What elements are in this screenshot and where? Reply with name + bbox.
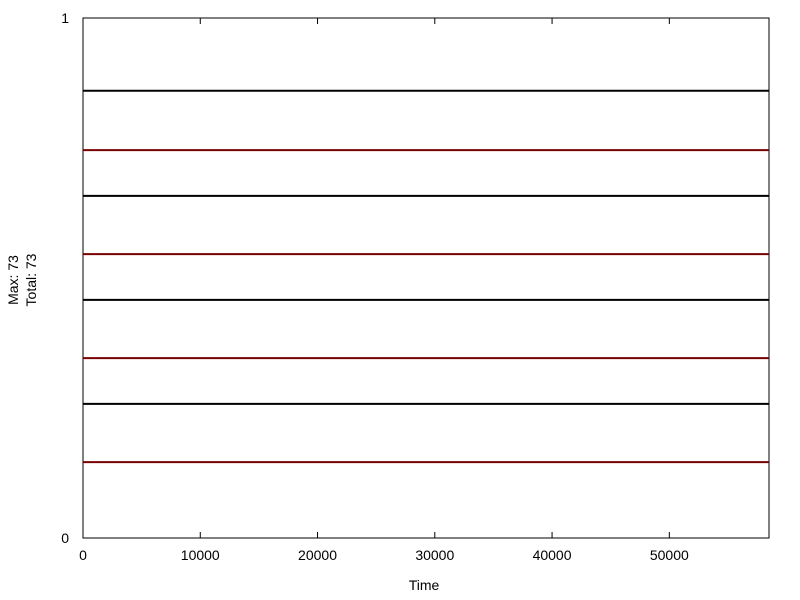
x-tick-label: 10000 <box>181 547 220 563</box>
x-axis-label: Time <box>409 577 440 593</box>
plot-frame <box>82 17 770 539</box>
x-tick-label: 50000 <box>650 547 689 563</box>
series-group <box>83 89 769 464</box>
x-axis-ticks: 0 10000 20000 30000 40000 50000 <box>79 18 689 563</box>
y-tick-label: 1 <box>61 10 69 26</box>
x-tick-label: 0 <box>79 547 87 563</box>
x-tick-label: 40000 <box>533 547 572 563</box>
y-axis-label-line-1: Max: 73 <box>5 255 21 305</box>
y-axis-ticks: 01 <box>61 10 69 546</box>
x-tick-label: 20000 <box>298 547 337 563</box>
x-tick-label: 30000 <box>415 547 454 563</box>
y-axis-label-line-2: Total: 73 <box>23 253 39 306</box>
y-tick-label: 0 <box>61 530 69 546</box>
